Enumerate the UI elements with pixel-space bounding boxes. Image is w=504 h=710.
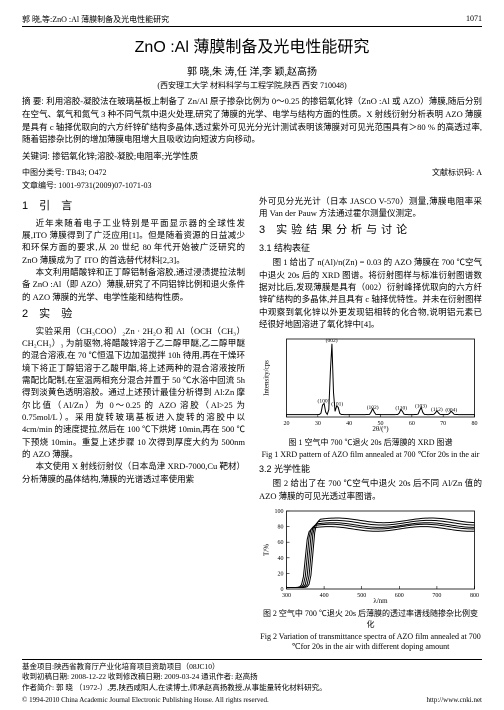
svg-text:(110): (110)	[395, 405, 407, 412]
figure-1-xrd: 20304050607080(100)(002)(101)(102)(110)(…	[259, 333, 482, 433]
subsection-3-2: 3.2 光学性能	[259, 463, 482, 476]
svg-text:(103): (103)	[415, 403, 427, 410]
para-2b: 本文使用 X 射线衍射仪（日本岛津 XRD-7000,Cu 靶材）分析薄膜的晶体…	[22, 460, 245, 485]
svg-text:30: 30	[315, 421, 321, 427]
copyright-right: http://www.cnki.net	[426, 696, 482, 704]
classification: 中图分类号: TB43; O472	[22, 167, 106, 178]
para-2a: 实验采用（CH₃COO）₂Zn · 2H₂O 和 Al（OCH（CH₃）CH₂C…	[22, 325, 245, 460]
svg-text:(100): (100)	[318, 398, 330, 405]
abstract-label: 摘 要:	[22, 96, 46, 106]
doc-code: 文献标识码: A	[432, 167, 482, 178]
svg-text:800: 800	[470, 593, 479, 599]
doc-id: 文章编号: 1001-9731(2009)07-1071-03	[22, 180, 152, 191]
svg-text:(112): (112)	[431, 406, 443, 413]
section-1-heading: 1 引 言	[22, 199, 245, 215]
footer-block: 基金项目:陕西省教育厅产业化培育项目资助项目（08JC10） 收到初稿日期: 2…	[22, 659, 482, 694]
running-header: 郭 晓,等:ZnO :Al 薄膜制备及光电性能研究 1071	[22, 14, 482, 27]
para-32: 图 2 给出了在 700 ℃空气中退火 20s 后不同 Al/Zn 值的 AZO…	[259, 477, 482, 502]
svg-text:(002): (002)	[326, 337, 338, 344]
paper-title: ZnO :Al 薄膜制备及光电性能研究	[22, 33, 482, 57]
abstract: 摘 要: 利用溶胶-凝胶法在玻璃基板上制备了 Zn/Al 原子掺杂比例为 0～0…	[22, 95, 482, 146]
svg-text:80: 80	[472, 421, 478, 427]
svg-text:100: 100	[275, 509, 284, 515]
svg-text:70: 70	[440, 421, 446, 427]
figure-2-transmittance: 300 400 500 600 700 800 0 20 40 60 80 100 λ/nm T/%	[259, 505, 482, 605]
svg-text:60: 60	[278, 540, 284, 546]
svg-text:0: 0	[281, 587, 284, 593]
subsection-3-1: 3.1 结构表征	[259, 242, 482, 255]
left-column: 1 引 言 近年来随着电子工业特别是平面显示器的全球性发展,ITO 薄膜得到了广…	[22, 195, 245, 655]
keywords: 关键词: 掺铝氧化锌;溶胶-凝胶;电阻率;光学性质	[22, 150, 482, 163]
keywords-text: 掺铝氧化锌;溶胶-凝胶;电阻率;光学性质	[52, 151, 198, 161]
svg-text:700: 700	[432, 593, 441, 599]
keywords-label: 关键词:	[22, 151, 52, 161]
authors: 郭 晓,朱 涛,任 洋,李 颖,赵高扬	[22, 63, 482, 78]
fig2-caption-cn: 图 2 空气中 700 ℃退火 20s 后薄膜的透过率谱线随掺杂比例变化	[259, 609, 482, 630]
header-right: 1071	[466, 14, 482, 25]
para-1b: 本文利用醋酸锌和正丁醇铝制备溶胶,通过浸渍提拉法制备 ZnO :Al（即 AZO…	[22, 266, 245, 303]
svg-text:2θ/(°): 2θ/(°)	[372, 425, 389, 433]
affiliation: (西安理工大学 材料科学与工程学院,陕西 西安 710048)	[22, 80, 482, 91]
right-column: 外可见分光光计（日本 JASCO V-570）测量,薄膜电阻率采用 Van de…	[259, 195, 482, 655]
copyright-left: © 1994-2010 China Academic Journal Elect…	[22, 696, 269, 704]
fig2-caption-en: Fig 2 Variation of transmittance spectra…	[259, 632, 482, 653]
svg-text:20: 20	[284, 421, 290, 427]
copyright: © 1994-2010 China Academic Journal Elect…	[22, 696, 482, 704]
svg-text:(004): (004)	[445, 407, 457, 414]
svg-text:Intensity/cps: Intensity/cps	[263, 360, 271, 396]
docid-row: 文章编号: 1001-9731(2009)07-1071-03	[22, 180, 482, 191]
svg-text:T/%: T/%	[263, 544, 271, 556]
para-1a: 近年来随着电子工业特别是平面显示器的全球性发展,ITO 薄膜得到了广泛应用[1]…	[22, 217, 245, 266]
date-info: 收到初稿日期: 2008-12-22 收到修改稿日期: 2009-03-24 通…	[22, 672, 482, 683]
svg-text:40: 40	[346, 421, 352, 427]
svg-text:500: 500	[357, 593, 366, 599]
para-2c: 外可见分光光计（日本 JASCO V-570）测量,薄膜电阻率采用 Van de…	[259, 195, 482, 220]
fig1-caption-en: Fig 1 XRD pattern of AZO film annealed a…	[259, 450, 482, 460]
svg-text:400: 400	[320, 593, 329, 599]
svg-text:80: 80	[278, 525, 284, 531]
svg-text:60: 60	[409, 421, 415, 427]
svg-text:40: 40	[278, 556, 284, 562]
svg-text:20: 20	[278, 571, 284, 577]
svg-text:600: 600	[395, 593, 404, 599]
svg-text:(102): (102)	[367, 404, 379, 411]
svg-text:λ/nm: λ/nm	[373, 597, 388, 605]
para-31: 图 1 给出了 n(Al)/n(Zn) = 0.03 的 AZO 薄膜在 700…	[259, 256, 482, 330]
classification-row: 中图分类号: TB43; O472 文献标识码: A	[22, 167, 482, 178]
section-2-heading: 2 实 验	[22, 307, 245, 323]
section-3-heading: 3 实验结果分析与讨论	[259, 223, 482, 239]
header-left: 郭 晓,等:ZnO :Al 薄膜制备及光电性能研究	[22, 14, 169, 25]
fund-info: 基金项目:陕西省教育厅产业化培育项目资助项目（08JC10）	[22, 662, 482, 673]
abstract-text: 利用溶胶-凝胶法在玻璃基板上制备了 Zn/Al 原子掺杂比例为 0～0.25 的…	[22, 96, 482, 144]
fig1-caption-cn: 图 1 空气中 700 ℃退火 20s 后薄膜的 XRD 图谱	[259, 438, 482, 448]
author-bio: 作者简介: 郭 晓 （1972-）,男,陕西咸阳人,在读博士,师承赵高扬教授,从…	[22, 683, 482, 694]
svg-text:(101): (101)	[331, 400, 343, 407]
svg-text:300: 300	[282, 593, 291, 599]
